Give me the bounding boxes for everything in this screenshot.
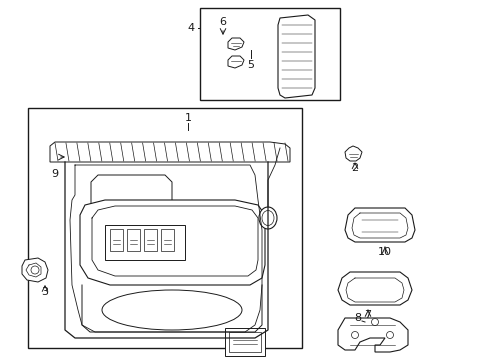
Polygon shape bbox=[345, 146, 361, 161]
Bar bbox=[224, 328, 264, 356]
Polygon shape bbox=[345, 208, 414, 242]
Ellipse shape bbox=[371, 319, 378, 325]
Polygon shape bbox=[278, 15, 314, 98]
Text: 7: 7 bbox=[364, 310, 371, 320]
Text: 6: 6 bbox=[219, 17, 226, 27]
Ellipse shape bbox=[386, 332, 393, 338]
Polygon shape bbox=[227, 38, 244, 50]
Ellipse shape bbox=[259, 207, 276, 229]
Ellipse shape bbox=[262, 211, 273, 225]
Polygon shape bbox=[91, 175, 172, 212]
Polygon shape bbox=[337, 318, 407, 352]
Ellipse shape bbox=[102, 290, 242, 330]
Polygon shape bbox=[337, 272, 411, 305]
Bar bbox=[28, 108, 302, 348]
Text: 5: 5 bbox=[247, 60, 254, 70]
Ellipse shape bbox=[351, 332, 358, 338]
Ellipse shape bbox=[31, 266, 39, 274]
Polygon shape bbox=[50, 142, 289, 162]
Bar bbox=[127, 229, 140, 251]
Bar bbox=[143, 229, 157, 251]
Bar bbox=[228, 332, 261, 352]
Text: 1: 1 bbox=[184, 113, 191, 123]
Text: 9: 9 bbox=[51, 169, 59, 179]
Text: 3: 3 bbox=[41, 287, 48, 297]
Bar bbox=[200, 8, 339, 100]
Text: 10: 10 bbox=[377, 247, 391, 257]
Bar bbox=[110, 229, 123, 251]
Bar bbox=[105, 225, 184, 260]
Text: 2: 2 bbox=[351, 163, 358, 173]
Text: 8: 8 bbox=[354, 313, 361, 323]
Polygon shape bbox=[80, 200, 264, 285]
Polygon shape bbox=[22, 258, 48, 282]
Text: 4: 4 bbox=[187, 23, 194, 33]
Bar bbox=[161, 229, 174, 251]
Polygon shape bbox=[227, 56, 244, 68]
